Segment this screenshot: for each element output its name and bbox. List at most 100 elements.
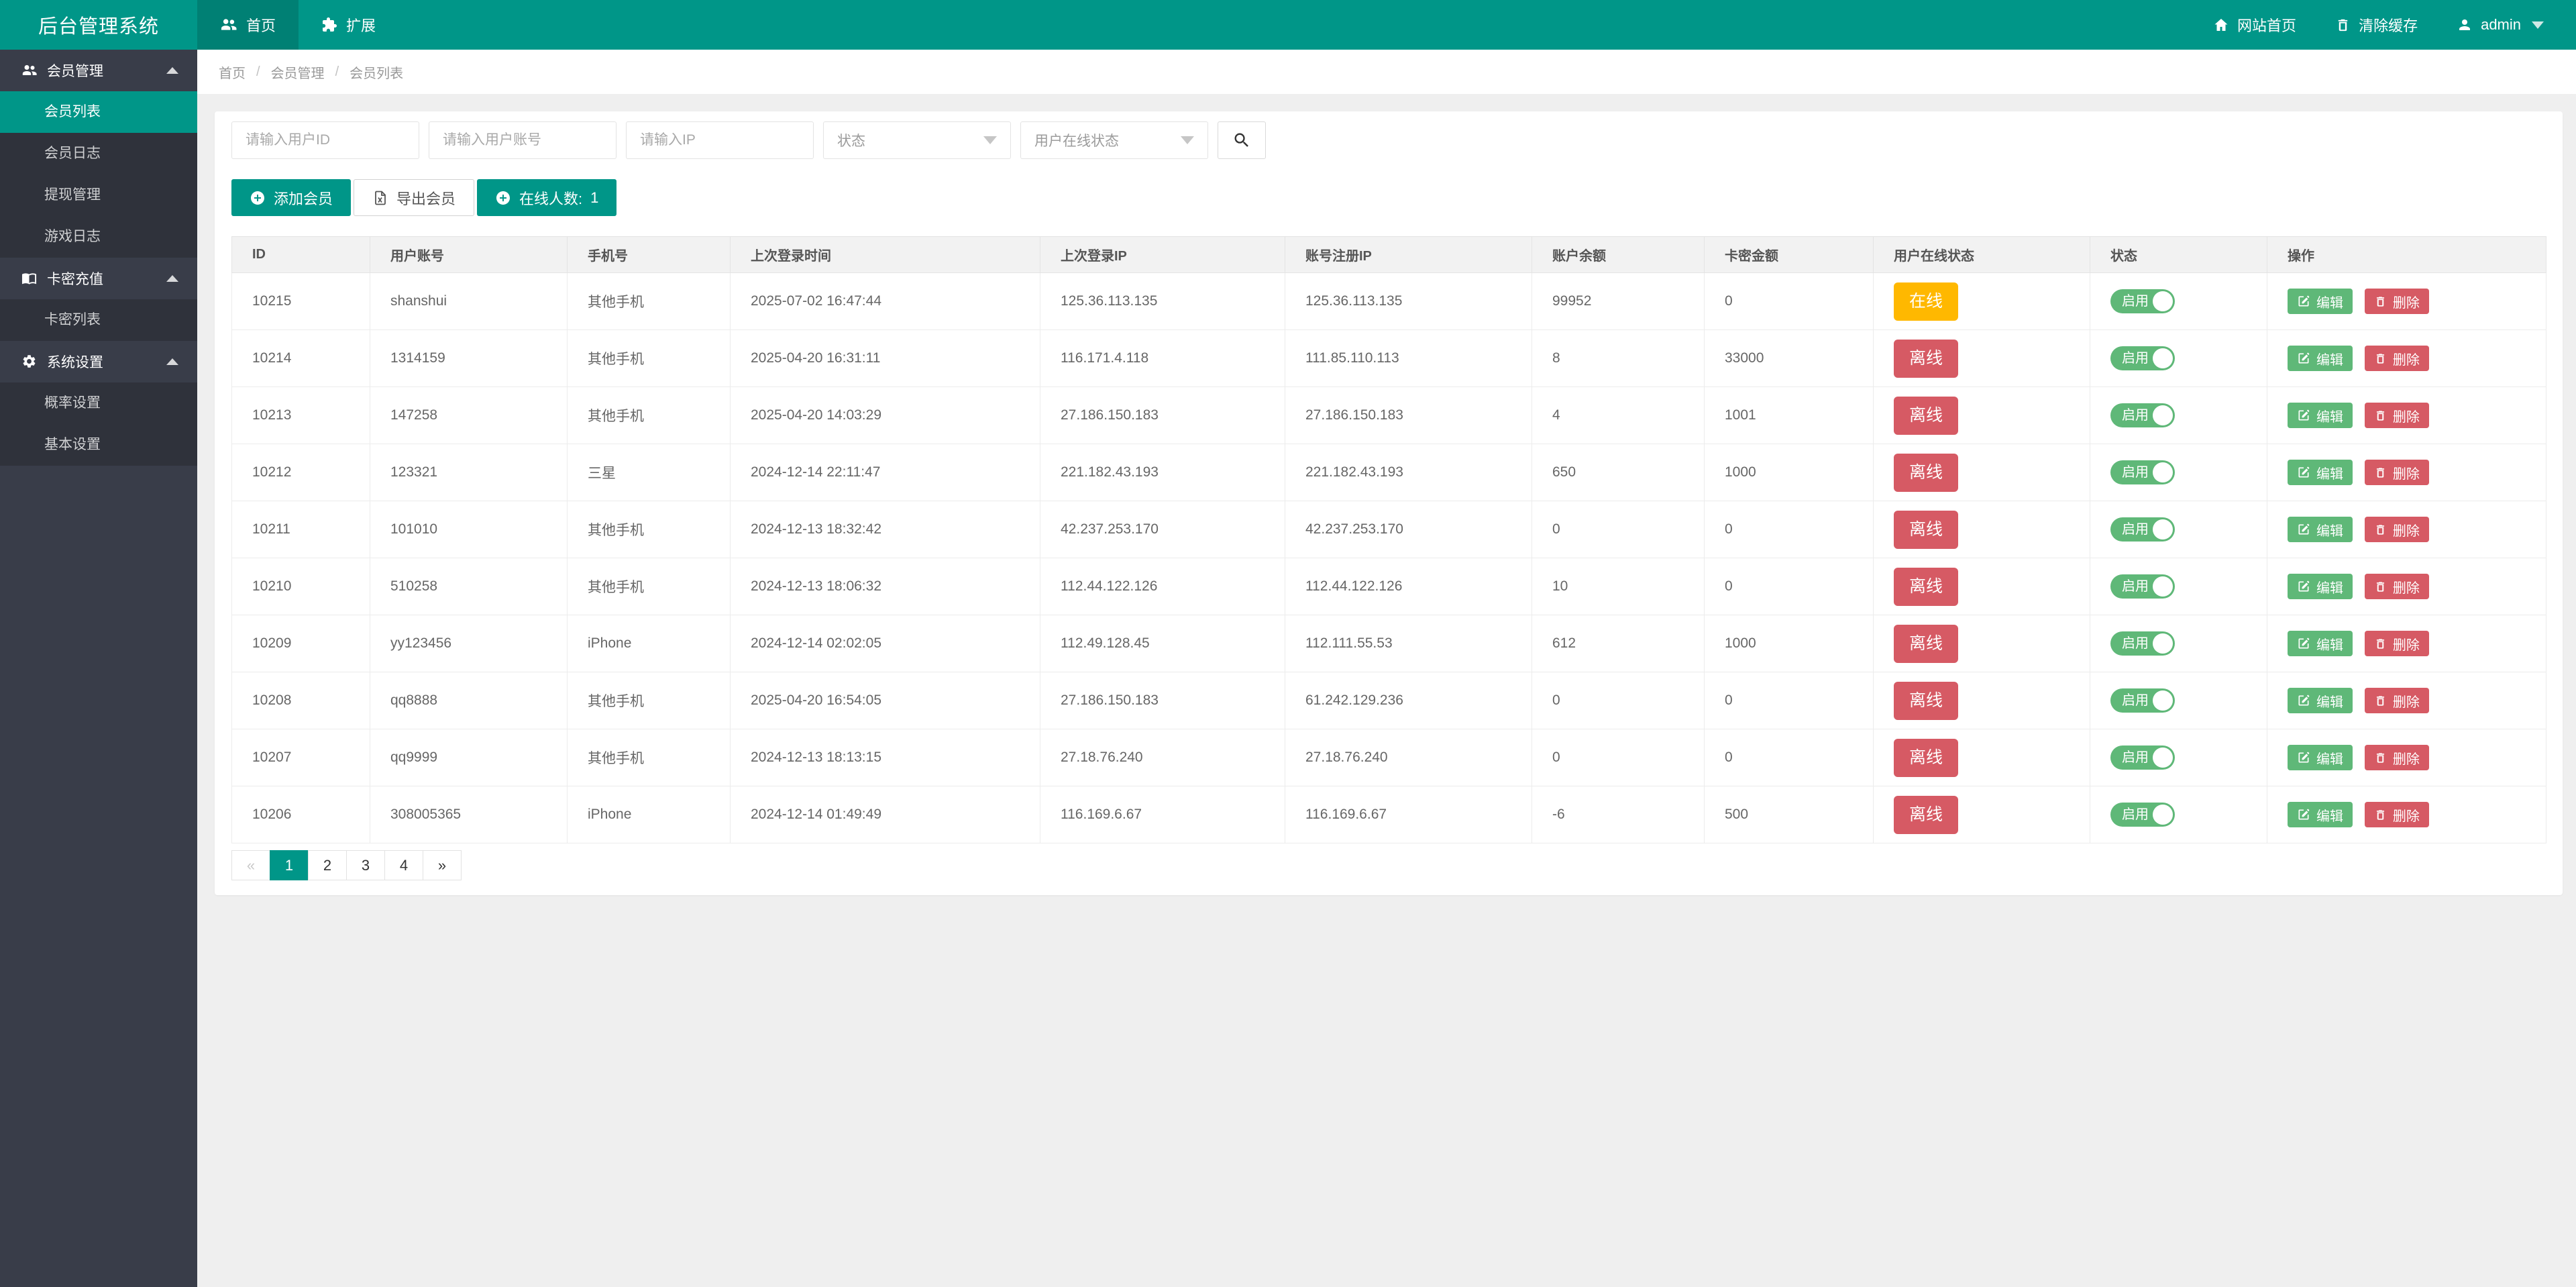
edit-button-label: 编辑 bbox=[2316, 694, 2343, 710]
ip-input[interactable] bbox=[626, 121, 814, 159]
cell-last-login-time: 2024-12-13 18:06:32 bbox=[730, 558, 1040, 615]
sidebar-item-game-log[interactable]: 游戏日志 bbox=[44, 229, 101, 244]
edit-button[interactable]: 编辑 bbox=[2288, 403, 2353, 428]
delete-button[interactable]: 删除 bbox=[2364, 460, 2429, 485]
home-icon bbox=[2213, 17, 2229, 33]
delete-button[interactable]: 删除 bbox=[2364, 346, 2429, 371]
table-row: 10215 shanshui 其他手机 2025-07-02 16:47:44 … bbox=[231, 272, 2546, 330]
search-button[interactable] bbox=[1218, 121, 1266, 159]
sidebar-group-settings[interactable]: 系统设置 bbox=[0, 341, 197, 382]
page-button-3[interactable]: 3 bbox=[346, 850, 385, 880]
sidebar-group-members[interactable]: 会员管理 bbox=[0, 50, 197, 91]
delete-button[interactable]: 删除 bbox=[2364, 802, 2429, 827]
sidebar-group-cards[interactable]: 卡密充值 bbox=[0, 258, 197, 299]
cell-phone: 其他手机 bbox=[567, 501, 731, 558]
user-id-input[interactable] bbox=[231, 121, 419, 159]
delete-button[interactable]: 删除 bbox=[2364, 631, 2429, 656]
cell-register-ip: 112.44.122.126 bbox=[1285, 558, 1532, 615]
status-toggle[interactable]: 启用 bbox=[2110, 631, 2175, 656]
status-toggle[interactable]: 启用 bbox=[2110, 289, 2175, 313]
sidebar-item-withdraw[interactable]: 提现管理 bbox=[44, 187, 101, 203]
delete-button[interactable]: 删除 bbox=[2364, 745, 2429, 770]
online-status-select[interactable]: 用户在线状态 bbox=[1020, 121, 1208, 159]
edit-button-label: 编辑 bbox=[2316, 580, 2343, 596]
cell-id: 10209 bbox=[231, 615, 370, 672]
add-member-button[interactable]: 添加会员 bbox=[231, 179, 352, 216]
status-toggle[interactable]: 启用 bbox=[2110, 460, 2175, 484]
table-row: 10213 147258 其他手机 2025-04-20 14:03:29 27… bbox=[231, 387, 2546, 444]
sidebar-item-card-list[interactable]: 卡密列表 bbox=[44, 312, 101, 327]
delete-button[interactable]: 删除 bbox=[2364, 403, 2429, 428]
users-icon bbox=[21, 62, 38, 79]
edit-button[interactable]: 编辑 bbox=[2288, 574, 2353, 599]
cell-card-amount: 0 bbox=[1704, 558, 1874, 615]
edit-button[interactable]: 编辑 bbox=[2288, 346, 2353, 371]
admin-label: admin bbox=[2481, 16, 2521, 33]
delete-button[interactable]: 删除 bbox=[2364, 574, 2429, 599]
edit-icon bbox=[2297, 466, 2310, 479]
cell-account: 101010 bbox=[370, 501, 568, 558]
page-button-»[interactable]: » bbox=[423, 850, 462, 880]
cell-account: 510258 bbox=[370, 558, 568, 615]
status-toggle[interactable]: 启用 bbox=[2110, 803, 2175, 827]
page-button-2[interactable]: 2 bbox=[308, 850, 347, 880]
status-toggle[interactable]: 启用 bbox=[2110, 574, 2175, 599]
admin-menu[interactable]: admin bbox=[2457, 16, 2544, 34]
status-toggle[interactable]: 启用 bbox=[2110, 517, 2175, 542]
delete-button[interactable]: 删除 bbox=[2364, 289, 2429, 314]
cell-id: 10211 bbox=[231, 501, 370, 558]
sidebar-item-basic-settings[interactable]: 基本设置 bbox=[44, 437, 101, 452]
cell-card-amount: 500 bbox=[1704, 786, 1874, 843]
status-toggle[interactable]: 启用 bbox=[2110, 403, 2175, 427]
sidebar-item-probability[interactable]: 概率设置 bbox=[44, 395, 101, 411]
cell-id: 10215 bbox=[231, 272, 370, 330]
trash-icon bbox=[2335, 17, 2351, 33]
excel-file-icon bbox=[372, 190, 388, 206]
breadcrumb-member-manage[interactable]: 会员管理 bbox=[270, 66, 325, 81]
delete-button[interactable]: 删除 bbox=[2364, 688, 2429, 713]
clear-cache-link[interactable]: 清除缓存 bbox=[2335, 14, 2418, 36]
chevron-up-icon bbox=[166, 67, 178, 74]
status-switch-label: 启用 bbox=[2122, 750, 2149, 765]
switch-knob bbox=[2153, 405, 2173, 425]
cell-register-ip: 61.242.129.236 bbox=[1285, 672, 1532, 729]
delete-button[interactable]: 删除 bbox=[2364, 517, 2429, 542]
export-member-button[interactable]: 导出会员 bbox=[354, 179, 475, 216]
column-header-phone: 手机号 bbox=[567, 236, 731, 273]
table-row: 10208 qq8888 其他手机 2025-04-20 16:54:05 27… bbox=[231, 672, 2546, 729]
column-header-card-amount: 卡密金额 bbox=[1704, 236, 1874, 273]
tab-home[interactable]: 首页 bbox=[197, 0, 299, 50]
account-input[interactable] bbox=[429, 121, 616, 159]
edit-button-label: 编辑 bbox=[2316, 466, 2343, 482]
cell-account: qq9999 bbox=[370, 729, 568, 786]
cell-id: 10213 bbox=[231, 387, 370, 444]
column-header-status: 状态 bbox=[2090, 236, 2267, 273]
page-button-4[interactable]: 4 bbox=[384, 850, 423, 880]
edit-icon bbox=[2297, 409, 2310, 422]
cell-last-login-ip: 112.44.122.126 bbox=[1040, 558, 1285, 615]
edit-button[interactable]: 编辑 bbox=[2288, 802, 2353, 827]
status-toggle[interactable]: 启用 bbox=[2110, 346, 2175, 370]
status-select[interactable]: 状态 bbox=[823, 121, 1011, 159]
sidebar-item-member-list[interactable]: 会员列表 bbox=[0, 91, 197, 133]
cell-phone: 其他手机 bbox=[567, 672, 731, 729]
sidebar-item-member-log[interactable]: 会员日志 bbox=[44, 146, 101, 161]
tab-extension[interactable]: 扩展 bbox=[299, 0, 398, 50]
site-home-link[interactable]: 网站首页 bbox=[2213, 14, 2296, 36]
edit-button[interactable]: 编辑 bbox=[2288, 460, 2353, 485]
sidebar-submenu-cards: 卡密列表 bbox=[0, 299, 197, 341]
edit-button[interactable]: 编辑 bbox=[2288, 745, 2353, 770]
status-toggle[interactable]: 启用 bbox=[2110, 745, 2175, 770]
status-select-value: 状态 bbox=[837, 134, 865, 149]
status-switch-label: 启用 bbox=[2122, 693, 2149, 708]
online-count-button[interactable]: 在线人数: 1 bbox=[477, 179, 617, 216]
edit-button[interactable]: 编辑 bbox=[2288, 289, 2353, 314]
breadcrumb-home[interactable]: 首页 bbox=[219, 66, 246, 81]
status-toggle[interactable]: 启用 bbox=[2110, 688, 2175, 713]
edit-button[interactable]: 编辑 bbox=[2288, 688, 2353, 713]
edit-button[interactable]: 编辑 bbox=[2288, 631, 2353, 656]
edit-button[interactable]: 编辑 bbox=[2288, 517, 2353, 542]
cell-phone: 三星 bbox=[567, 444, 731, 501]
page-button-1[interactable]: 1 bbox=[270, 850, 309, 880]
table-row: 10210 510258 其他手机 2024-12-13 18:06:32 11… bbox=[231, 558, 2546, 615]
